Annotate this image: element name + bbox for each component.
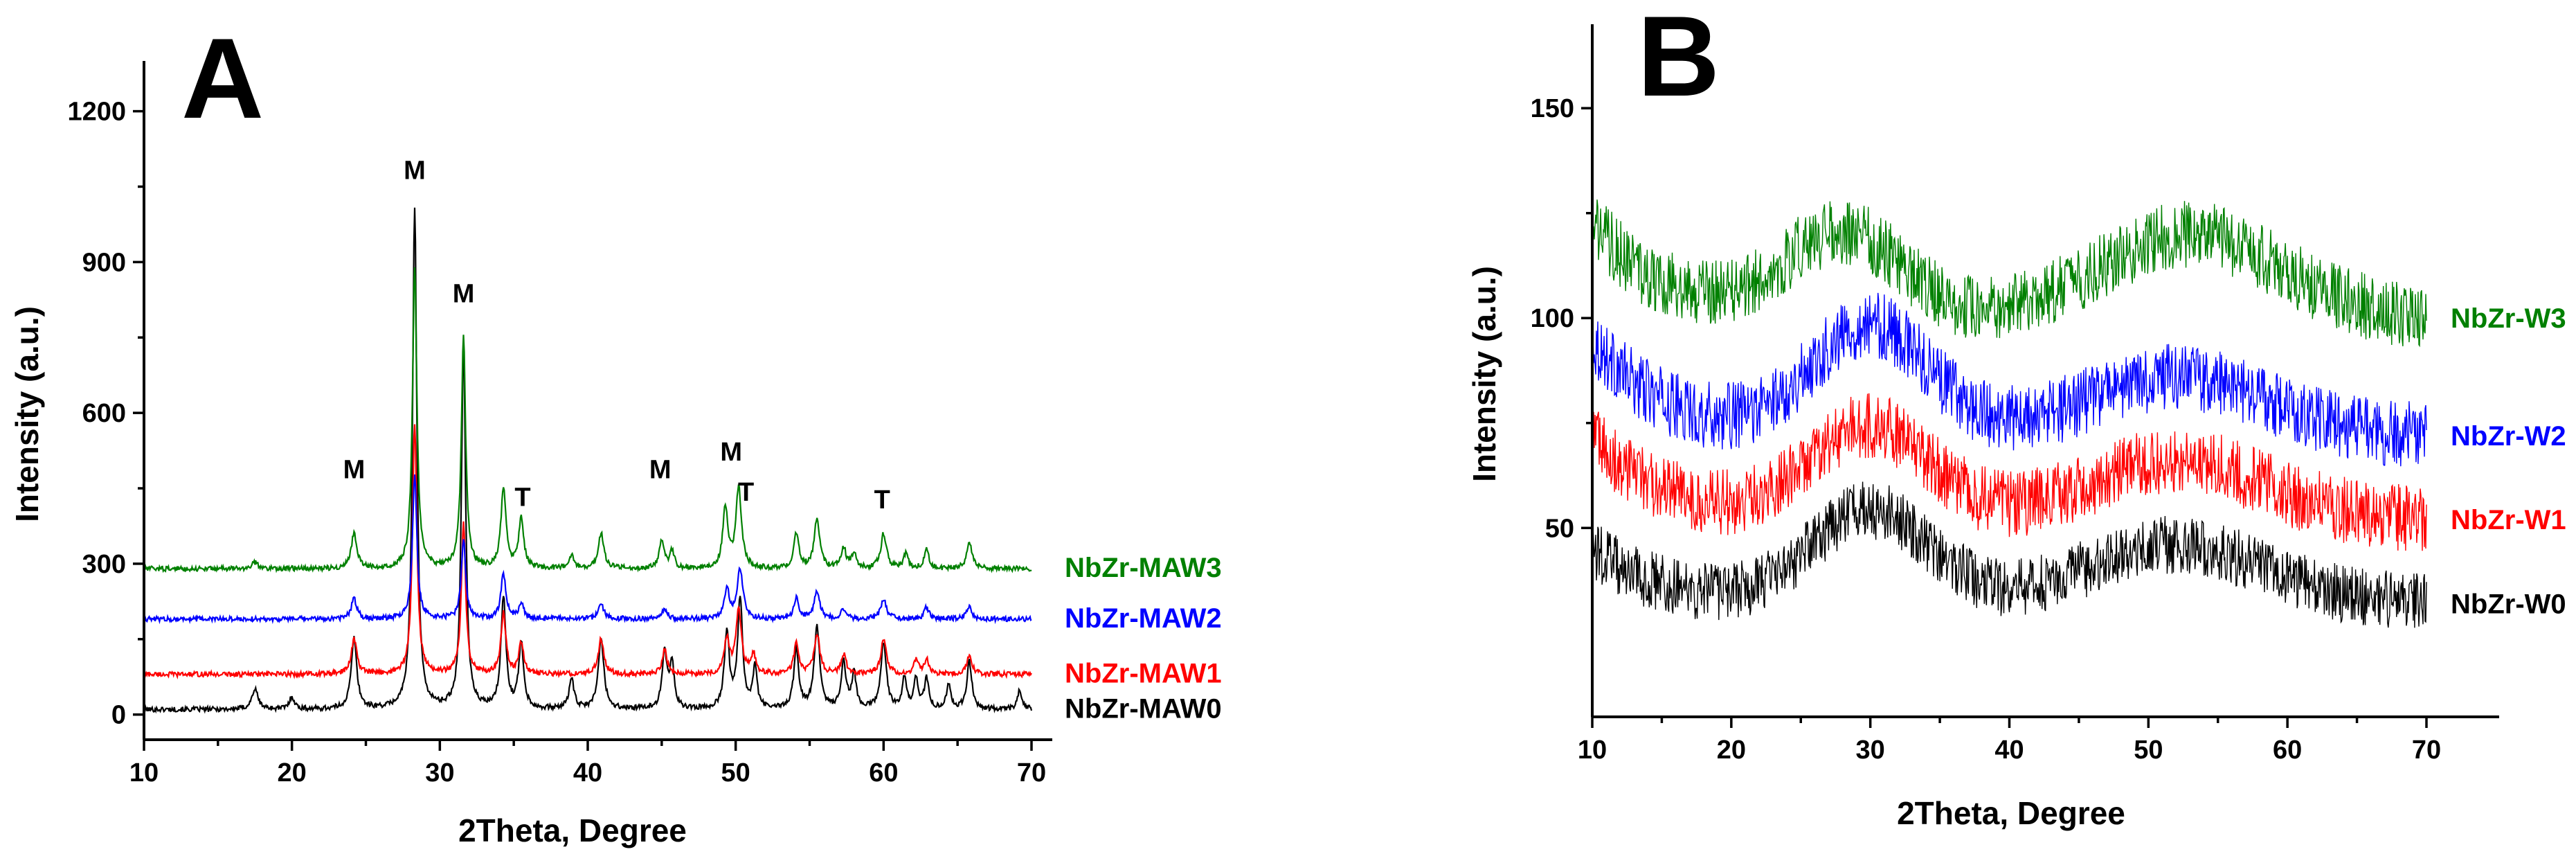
- panel-a-x-tick-label: 40: [573, 758, 602, 788]
- panel-b: B 10 20 30 40 50 60 70 50 100 150 2Theta, Degree…: [1466, 0, 2566, 831]
- panel-a-x-tick-label: 70: [1017, 758, 1046, 788]
- panel-a-series-label: NbZr-MAW2: [1065, 603, 1222, 634]
- panel-a-series-line: [143, 267, 1032, 573]
- panel-b-series-line: [1592, 199, 2427, 348]
- panel-b-series-group: [1592, 199, 2427, 628]
- panel-b-x-axis-title: 2Theta, Degree: [1897, 795, 2125, 831]
- panel-a-series-line: [143, 424, 1032, 680]
- panel-b-x-tick-label: 70: [2412, 736, 2441, 765]
- panel-b-x-tick-label: 20: [1717, 736, 1746, 765]
- panel-b-y-tick-label: 150: [1531, 94, 1574, 123]
- panel-a-phase-annotation: M: [649, 456, 672, 485]
- panel-a-phase-annotation: M: [404, 157, 426, 186]
- panel-a-phase-annotation: T: [514, 483, 530, 512]
- panel-b-series-line: [1592, 481, 2427, 628]
- panel-b-series-label: NbZr-W2: [2451, 421, 2566, 452]
- panel-a-y-tick-label: 900: [82, 248, 126, 277]
- panel-a-x-tick-label: 60: [869, 758, 898, 788]
- panel-b-letter: B: [1637, 0, 1720, 120]
- panel-a-x-tick-label: 50: [721, 758, 750, 788]
- panel-b-legend-labels: NbZr-W0 NbZr-W1 NbZr-W2 NbZr-W3: [2451, 303, 2566, 619]
- panel-a-series-group: [143, 207, 1033, 714]
- panel-b-y-ticks: 50 100 150: [1531, 94, 1592, 543]
- panel-b-x-ticks: 10 20 30 40 50 60 70: [1578, 717, 2441, 765]
- panel-a-y-tick-label: 300: [82, 550, 126, 579]
- panel-a-y-tick-label: 600: [82, 399, 126, 428]
- panel-b-x-tick-label: 10: [1578, 736, 1607, 765]
- panel-b-y-tick-label: 50: [1545, 514, 1574, 543]
- panel-a-legend-labels: NbZr-MAW0 NbZr-MAW1 NbZr-MAW2 NbZr-MAW3: [1065, 553, 1222, 724]
- panel-b-series-label: NbZr-W3: [2451, 303, 2566, 334]
- panel-a-x-ticks: 10 20 30 40 50 60 70: [129, 740, 1046, 788]
- panel-a-x-tick-label: 20: [278, 758, 307, 788]
- panel-a-series-line: [143, 474, 1032, 625]
- panel-b-series-line: [1592, 292, 2427, 467]
- panel-b-series-line: [1592, 393, 2427, 551]
- panel-a-series-label: NbZr-MAW3: [1065, 553, 1222, 583]
- panel-a-phase-annotation: M: [343, 456, 366, 485]
- panel-b-y-tick-label: 100: [1531, 304, 1574, 333]
- panel-a-letter: A: [181, 15, 264, 142]
- panel-a-axes: [143, 61, 1052, 741]
- panel-a-x-tick-label: 30: [425, 758, 454, 788]
- panel-a-y-ticks: 0 300 600 900 1200: [67, 98, 144, 730]
- panel-b-axes: [1591, 24, 2499, 718]
- panel-a-x-axis-title: 2Theta, Degree: [458, 812, 687, 848]
- panel-b-series-label: NbZr-W1: [2451, 505, 2566, 535]
- panel-a-series-label: NbZr-MAW0: [1065, 693, 1222, 724]
- panel-a-y-tick-label: 0: [111, 701, 126, 730]
- panel-b-x-tick-label: 60: [2273, 736, 2302, 765]
- panel-b-x-tick-label: 50: [2134, 736, 2163, 765]
- panel-b-y-axis-title: Intensity (a.u.): [1466, 266, 1502, 482]
- panel-a-phase-annotation: M: [453, 279, 475, 308]
- panel-a-series-label: NbZr-MAW1: [1065, 659, 1222, 689]
- panel-a-phase-annotation: M: [720, 438, 742, 467]
- panel-b-x-tick-label: 40: [1994, 736, 2024, 765]
- panel-a-phase-annotation: T: [874, 486, 890, 515]
- panel-a-phase-annotation: T: [738, 478, 754, 507]
- panel-a-x-tick-label: 10: [129, 758, 159, 788]
- panel-a-y-axis-title: Intensity (a.u.): [9, 306, 45, 522]
- panel-a-series-line: [143, 207, 1033, 714]
- panel-b-series-label: NbZr-W0: [2451, 589, 2566, 619]
- panel-a-y-tick-label: 1200: [67, 98, 126, 127]
- panel-b-x-tick-label: 30: [1856, 736, 1885, 765]
